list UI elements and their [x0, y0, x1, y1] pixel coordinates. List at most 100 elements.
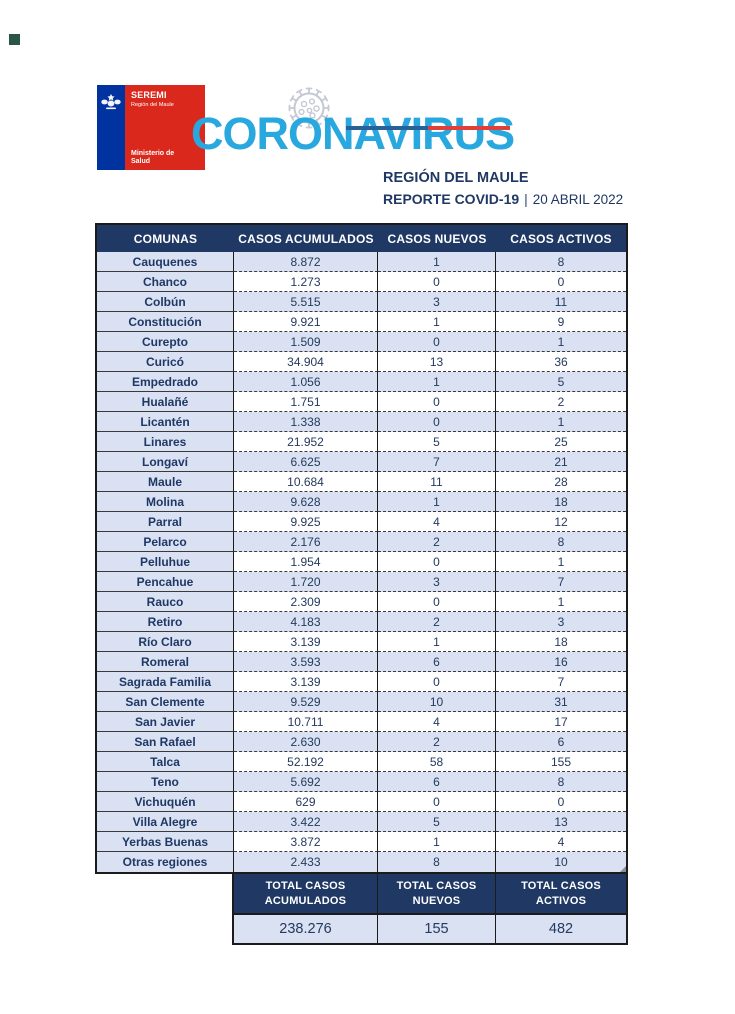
- logo-seremi-label: SEREMI: [131, 90, 167, 100]
- comuna-cell: Colbún: [97, 292, 234, 312]
- comuna-cell: Cauquenes: [97, 252, 234, 272]
- activos-cell: 31: [496, 692, 626, 712]
- table-row: Pelarco 2.176 2 8: [97, 532, 626, 552]
- nuevos-cell: 58: [378, 752, 496, 772]
- table-row: Chanco 1.273 0 0: [97, 272, 626, 292]
- table-row: Hualañé 1.751 0 2: [97, 392, 626, 412]
- nuevos-cell: 0: [378, 272, 496, 292]
- page-corner-mark: [9, 34, 20, 45]
- acumulados-cell: 4.183: [234, 612, 378, 632]
- acumulados-cell: 9.628: [234, 492, 378, 512]
- activos-cell: 6: [496, 732, 626, 752]
- logo-red-panel: SEREMI Región del Maule Ministerio de Sa…: [125, 85, 205, 170]
- logo-ministry-label: Ministerio de Salud: [131, 149, 175, 165]
- acumulados-cell: 5.515: [234, 292, 378, 312]
- comuna-cell: Río Claro: [97, 632, 234, 652]
- acumulados-cell: 2.176: [234, 532, 378, 552]
- table-row: Linares 21.952 5 25: [97, 432, 626, 452]
- acumulados-cell: 52.192: [234, 752, 378, 772]
- nuevos-cell: 1: [378, 832, 496, 852]
- col-header-activos: CASOS ACTIVOS: [510, 231, 612, 246]
- report-separator: |: [524, 191, 528, 207]
- activos-cell: 11: [496, 292, 626, 312]
- activos-cell: 8: [496, 252, 626, 272]
- nuevos-cell: 6: [378, 772, 496, 792]
- totals-section: TOTAL CASOS ACUMULADOS TOTAL CASOS NUEVOS TO…: [232, 874, 628, 945]
- table-row: Rauco 2.309 0 1: [97, 592, 626, 612]
- report-label: REPORTE COVID-19: [383, 191, 520, 207]
- nuevos-cell: 0: [378, 552, 496, 572]
- comuna-cell: Talca: [97, 752, 234, 772]
- decor-line-blue: [346, 126, 428, 130]
- table-row: Villa Alegre 3.422 5 13: [97, 812, 626, 832]
- seremi-logo: SEREMI Región del Maule Ministerio de Sa…: [97, 85, 205, 170]
- comuna-cell: Empedrado: [97, 372, 234, 392]
- acumulados-cell: 6.625: [234, 452, 378, 472]
- activos-cell: 1: [496, 412, 626, 432]
- totals-header-row: TOTAL CASOS ACUMULADOS TOTAL CASOS NUEVOS TO…: [234, 874, 626, 913]
- logo-blue-panel: [97, 85, 125, 170]
- nuevos-cell: 3: [378, 292, 496, 312]
- activos-cell: 1: [496, 552, 626, 572]
- comuna-cell: Curicó: [97, 352, 234, 372]
- activos-cell: 4: [496, 832, 626, 852]
- table-row: San Rafael 2.630 2 6: [97, 732, 626, 752]
- activos-cell: 2: [496, 392, 626, 412]
- table-row: San Clemente 9.529 10 31: [97, 692, 626, 712]
- table-body: Cauquenes 8.872 1 8 Chanco 1.273 0 0 Colbún 5.515…: [97, 252, 626, 872]
- acumulados-cell: 2.309: [234, 592, 378, 612]
- totals-values-row: 238.276 155 482: [234, 913, 626, 943]
- acumulados-cell: 1.273: [234, 272, 378, 292]
- comuna-cell: Longaví: [97, 452, 234, 472]
- table-row: Romeral 3.593 6 16: [97, 652, 626, 672]
- acumulados-cell: 9.921: [234, 312, 378, 332]
- comuna-cell: San Clemente: [97, 692, 234, 712]
- nuevos-cell: 1: [378, 252, 496, 272]
- comuna-cell: Pelarco: [97, 532, 234, 552]
- acumulados-cell: 8.872: [234, 252, 378, 272]
- decor-line: [346, 126, 510, 130]
- table-row: Retiro 4.183 2 3: [97, 612, 626, 632]
- report-subtitle: REPORTE COVID-19 | 20 ABRIL 2022: [383, 191, 623, 207]
- nuevos-cell: 13: [378, 352, 496, 372]
- nuevos-cell: 3: [378, 572, 496, 592]
- acumulados-cell: 629: [234, 792, 378, 812]
- table-row: Curepto 1.509 0 1: [97, 332, 626, 352]
- nuevos-cell: 2: [378, 732, 496, 752]
- comuna-cell: Licantén: [97, 412, 234, 432]
- comunas-table: COMUNAS CASOS ACUMULADOS CASOS NUEVOS CA…: [95, 223, 628, 874]
- decor-line-red: [428, 126, 510, 130]
- acumulados-cell: 1.338: [234, 412, 378, 432]
- activos-cell: 13: [496, 812, 626, 832]
- logo-region-label: Región del Maule: [131, 102, 174, 108]
- comuna-cell: Rauco: [97, 592, 234, 612]
- activos-cell: 8: [496, 532, 626, 552]
- activos-cell: 1: [496, 332, 626, 352]
- table-row: Río Claro 3.139 1 18: [97, 632, 626, 652]
- region-title: REGIÓN DEL MAULE: [383, 170, 529, 186]
- nuevos-cell: 1: [378, 372, 496, 392]
- activos-cell: 16: [496, 652, 626, 672]
- activos-cell: 7: [496, 572, 626, 592]
- acumulados-cell: 2.630: [234, 732, 378, 752]
- acumulados-cell: 10.684: [234, 472, 378, 492]
- col-header-comunas: COMUNAS: [133, 231, 198, 246]
- table-row: Teno 5.692 6 8: [97, 772, 626, 792]
- table-row: Parral 9.925 4 12: [97, 512, 626, 532]
- comuna-cell: San Javier: [97, 712, 234, 732]
- activos-cell: 0: [496, 792, 626, 812]
- nuevos-cell: 0: [378, 672, 496, 692]
- activos-cell: 8: [496, 772, 626, 792]
- comuna-cell: Sagrada Familia: [97, 672, 234, 692]
- comuna-cell: Vichuquén: [97, 792, 234, 812]
- nuevos-cell: 0: [378, 332, 496, 352]
- acumulados-cell: 2.433: [234, 852, 378, 872]
- nuevos-cell: 1: [378, 492, 496, 512]
- comuna-cell: Linares: [97, 432, 234, 452]
- nuevos-cell: 0: [378, 412, 496, 432]
- table-row: Empedrado 1.056 1 5: [97, 372, 626, 392]
- comuna-cell: Parral: [97, 512, 234, 532]
- table-row: Maule 10.684 11 28: [97, 472, 626, 492]
- table-row: San Javier 10.711 4 17: [97, 712, 626, 732]
- table-row: Licantén 1.338 0 1: [97, 412, 626, 432]
